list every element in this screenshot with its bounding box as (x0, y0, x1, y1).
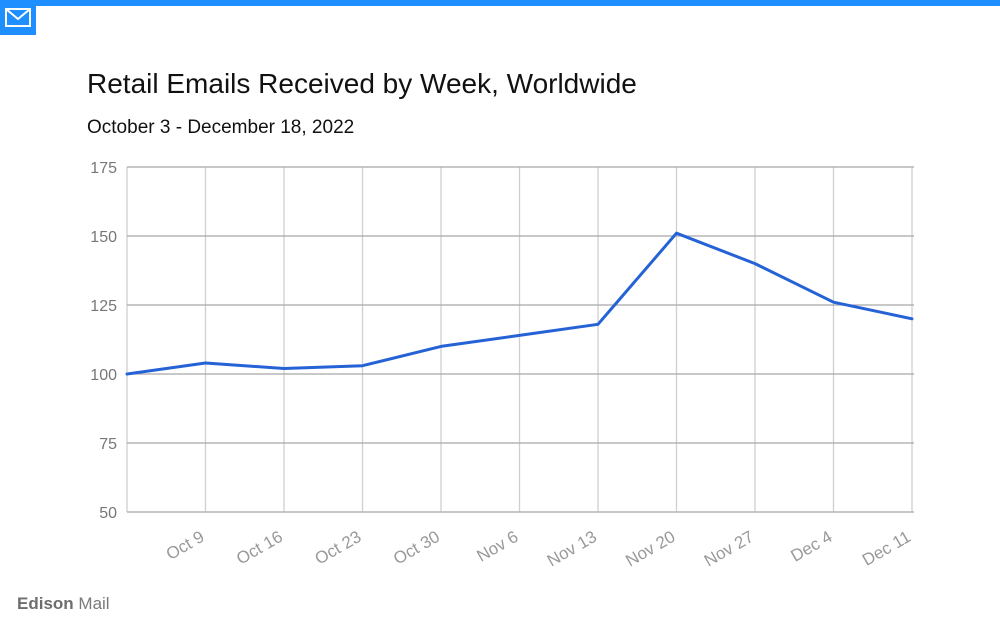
mail-badge (0, 0, 36, 35)
y-tick-label: 50 (99, 505, 117, 522)
x-tick-label: Nov 13 (544, 527, 600, 570)
x-tick-label: Oct 9 (163, 527, 208, 564)
y-tick-label: 150 (90, 229, 117, 246)
chart-subtitle: October 3 - December 18, 2022 (87, 117, 355, 138)
x-tick-label: Oct 30 (390, 527, 443, 569)
x-tick-label: Dec 4 (788, 527, 836, 566)
mail-icon (5, 8, 31, 27)
y-tick-label: 75 (99, 436, 117, 453)
x-tick-label: Dec 11 (859, 527, 914, 570)
brand-name-part1: Edison (17, 594, 74, 613)
brand-logo: Edison Mail (17, 594, 110, 614)
x-tick-label: Nov 6 (474, 527, 522, 566)
y-tick-label: 175 (90, 160, 117, 177)
top-accent-bar (0, 0, 1000, 6)
brand-name-part2: Mail (78, 594, 110, 613)
series-line (125, 231, 914, 376)
y-tick-label: 100 (90, 367, 117, 384)
y-tick-label: 125 (90, 298, 117, 315)
x-tick-label: Nov 20 (622, 527, 678, 570)
x-tick-label: Oct 16 (233, 527, 286, 569)
x-tick-label: Oct 23 (312, 527, 365, 569)
x-tick-label: Nov 27 (701, 527, 757, 570)
chart-title: Retail Emails Received by Week, Worldwid… (87, 68, 637, 99)
